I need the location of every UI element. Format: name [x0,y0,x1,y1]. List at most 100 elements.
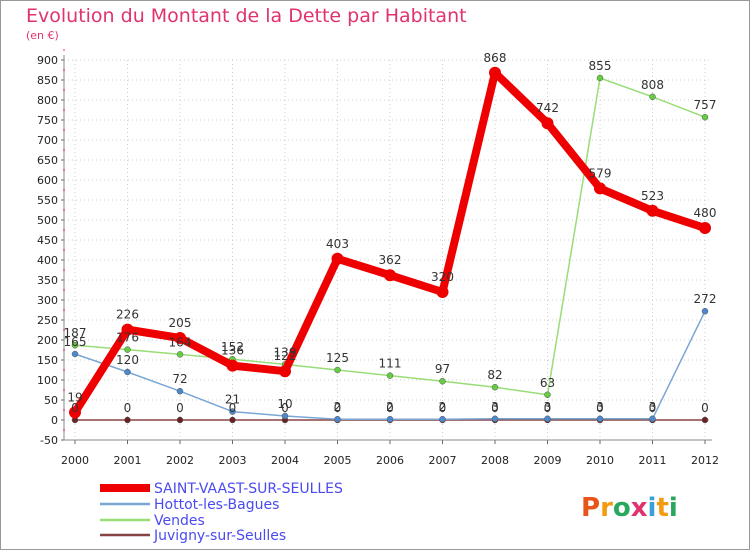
series-point-0 [69,406,81,419]
series-point-1 [649,415,656,423]
data-label-0: 523 [641,189,664,203]
series-point-1 [334,415,341,423]
y-tick-label: 850 [37,74,58,87]
series-lines [69,66,711,424]
data-label-1: 165 [64,335,87,349]
series-point-2 [596,74,604,82]
data-label-1: 2 [386,400,394,414]
y-tick-label: 800 [37,94,58,107]
data-label-0: 868 [484,51,507,65]
series-point-0 [541,117,554,130]
logo-text: Proxiti [581,493,678,523]
series-point-2 [334,366,341,374]
series-point-1 [281,412,289,420]
data-label-1: 21 [225,393,240,407]
data-label-0: 362 [379,253,402,267]
x-tick-label: 2002 [166,454,194,467]
data-label-2: 139 [274,345,297,359]
x-tick-label: 2009 [534,454,562,467]
data-label-0: 122 [274,349,297,363]
y-tick-labels: -50 0 50 100 150 200 250 300 350 400 450 500 550 600 6… [37,54,58,447]
data-label-3: 0 [649,401,657,415]
series-point-0 [331,252,344,265]
y-tick-label: -50 [40,434,58,447]
series-point-3 [176,416,184,424]
data-label-0: 136 [221,344,244,358]
series-point-0 [279,365,291,378]
y-tick-label: 750 [37,114,58,127]
data-label-1: 3 [596,400,604,414]
legend-label-2: Vendes [154,513,205,529]
data-label-1: 120 [116,353,139,367]
data-label-3: 0 [596,401,604,415]
series-point-1 [701,307,709,315]
series-point-1 [176,387,184,395]
x-tick-label: 2008 [481,454,509,467]
x-tick-label: 2006 [376,454,404,467]
logo-letter: i [669,493,678,523]
series-point-2 [701,113,709,121]
data-label-1: 10 [277,397,292,411]
x-tick-label: 2003 [219,454,247,467]
data-label-1: 3 [491,400,499,414]
data-label-3: 0 [71,401,79,415]
series-point-3 [701,416,709,424]
data-label-3: 0 [386,401,394,415]
logo-letter: P [581,493,600,523]
y-tick-label: 50 [44,394,58,407]
data-label-2: 152 [221,340,244,354]
series-point-0 [121,323,134,336]
series-point-1 [491,415,499,423]
series-point-1 [71,350,79,358]
data-label-2: 82 [487,368,502,382]
chart-title: Evolution du Montant de la Dette par Hab… [26,5,467,27]
series-point-2 [176,351,184,358]
series-point-2 [439,377,446,385]
y-tick-label: 200 [37,334,58,347]
data-label-2: 808 [641,78,664,92]
series-point-2 [544,391,551,399]
y-tick-label: 100 [37,374,58,387]
y-tick-label: 350 [37,274,58,287]
series-point-2 [386,372,394,379]
data-label-0: 480 [694,206,717,220]
data-label-2: 757 [694,98,717,112]
y-tick-label: 250 [37,314,58,327]
series-point-2 [649,93,656,101]
legend: SAINT-VAAST-SUR-SEULLESHottot-les-Bagues… [100,481,343,544]
series-point-1 [386,415,394,423]
data-label-1: 3 [544,400,552,414]
series-point-0 [384,269,396,282]
logo-letter: r [600,493,613,523]
data-label-0: 226 [116,308,139,322]
series-point-0 [436,286,449,298]
y-tick-label: 450 [37,234,58,247]
x-tick-label: 2005 [324,454,352,467]
x-tick-label: 2001 [114,454,142,467]
logo-letter: o [613,493,631,523]
x-tick-label: 2012 [691,454,719,467]
series-point-0 [226,359,239,372]
legend-label-3: Juvigny-sur-Seulles [153,528,286,544]
proxiti-logo: Proxiti [581,493,678,523]
logo-letter: t [656,493,668,523]
data-label-2: 164 [169,335,192,349]
logo-letter: i [648,493,657,523]
series-point-0 [699,222,711,234]
legend-label-1: Hottot-les-Bagues [154,497,279,513]
y-tick-label: 900 [37,54,58,67]
series-point-0 [489,66,501,79]
data-label-2: 855 [589,59,612,73]
x-tick-label: 2010 [586,454,614,467]
data-label-1: 2 [439,400,447,414]
x-tick-label: 2004 [271,454,299,467]
data-label-3: 0 [701,401,709,415]
series-point-2 [71,341,79,349]
series-point-1 [596,415,604,423]
data-label-3: 0 [544,401,552,415]
series-point-3 [124,416,131,424]
x-tick-labels: 2000 2001 2002 2003 2004 2005 2006 2007 2008 2009… [61,454,719,467]
series-point-1 [544,415,551,423]
